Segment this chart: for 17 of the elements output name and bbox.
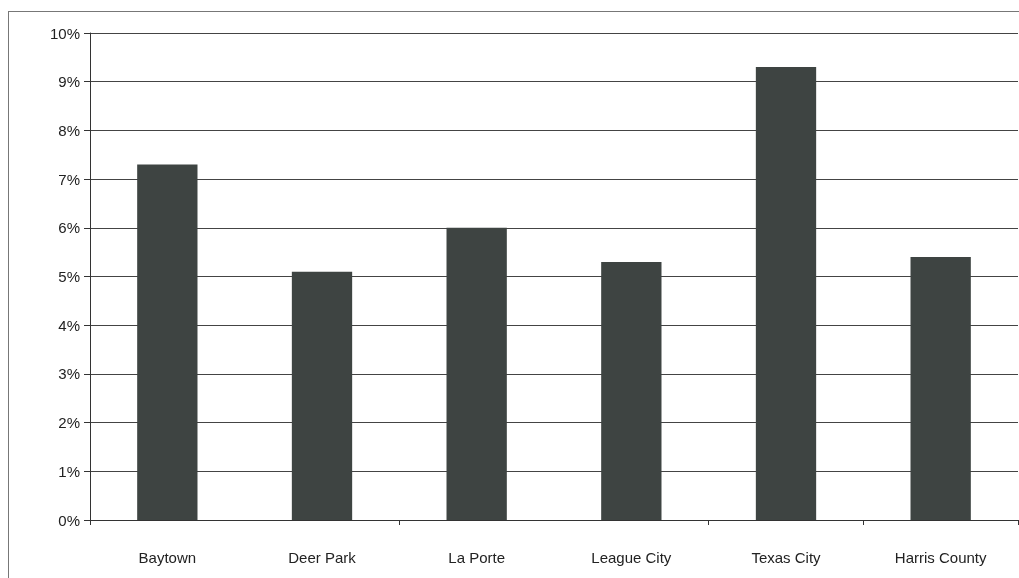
x-tick-label: Texas City <box>751 549 822 566</box>
y-tick-label: 0% <box>58 511 80 529</box>
y-tick-label: 7% <box>58 170 80 188</box>
x-tick-label: Deer Park <box>288 549 357 566</box>
y-tick-label: 6% <box>58 219 80 237</box>
y-tick-label: 5% <box>58 268 80 285</box>
y-tick-label: 10% <box>49 24 80 42</box>
y-tick-label: 2% <box>58 414 80 432</box>
y-tick-label: 4% <box>58 316 80 334</box>
y-tick-label: 1% <box>58 462 80 480</box>
y-tick-label: 3% <box>58 365 80 383</box>
x-tick-label: Harris County <box>894 549 988 566</box>
x-tick-label: League City <box>591 549 672 566</box>
y-tick-label: 8% <box>58 121 80 139</box>
x-tick-label: Baytown <box>138 549 197 566</box>
y-tick-label: 9% <box>58 73 80 91</box>
x-tick-label: La Porte <box>448 549 506 566</box>
